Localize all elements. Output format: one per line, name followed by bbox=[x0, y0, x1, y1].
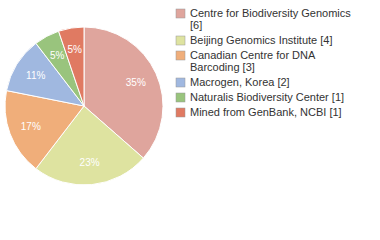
data-label: 17% bbox=[21, 121, 41, 132]
legend-label: Macrogen, Korea [2] bbox=[190, 76, 290, 88]
data-labels: 35% 23% 17% 11% 5%5% bbox=[21, 44, 146, 168]
legend-swatch bbox=[176, 93, 185, 102]
legend-label: Beijing Genomics Institute [4] bbox=[190, 34, 332, 46]
legend-label: Centre for Biodiversity Genomics[6] bbox=[190, 7, 351, 31]
legend-swatch bbox=[176, 78, 185, 87]
pie-slice bbox=[59, 27, 84, 106]
legend-swatch bbox=[176, 36, 185, 45]
data-label: 5% bbox=[50, 50, 65, 61]
legend-swatch bbox=[176, 108, 185, 117]
data-label: 23% bbox=[80, 157, 100, 168]
chart: 35% 23% 17% 11% 5%5% Centre for Biodiversity … bbox=[0, 0, 380, 240]
pie bbox=[5, 27, 163, 185]
data-label: 11% bbox=[26, 70, 45, 81]
data-label: 5% bbox=[68, 44, 83, 55]
legend-label: Naturalis Biodiversity Center [1] bbox=[190, 91, 344, 103]
data-label: 35% bbox=[126, 77, 146, 88]
legend: Centre for Biodiversity Genomics[6] Beiji… bbox=[176, 7, 351, 118]
legend-label: Mined from GenBank, NCBI [1] bbox=[190, 106, 342, 118]
legend-label: Canadian Centre for DNABarcoding [3] bbox=[190, 49, 316, 73]
legend-swatch bbox=[176, 9, 185, 18]
legend-swatch bbox=[176, 51, 185, 60]
